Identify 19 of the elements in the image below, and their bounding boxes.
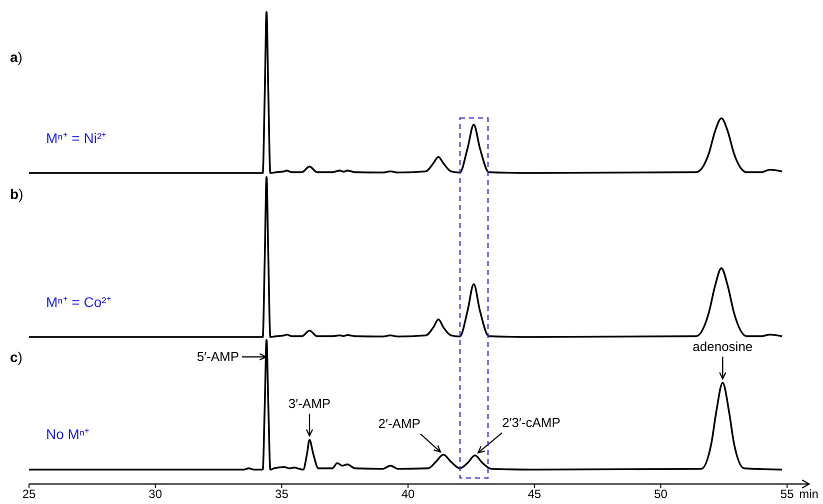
annotation: 2′-AMP — [378, 416, 420, 431]
x-tick-label: 55 — [780, 487, 794, 501]
annotation: Mⁿ⁺ = Co²⁺ — [46, 294, 112, 310]
annotation: adenosine — [692, 338, 753, 354]
x-tick-label: 45 — [528, 487, 542, 501]
annotation: Mⁿ⁺ = Ni²⁺ — [46, 130, 107, 146]
text: b) — [10, 186, 24, 202]
text: a) — [10, 49, 22, 65]
text: c) — [10, 349, 22, 365]
x-axis-title: min — [799, 487, 818, 501]
x-tick-label: 50 — [654, 487, 668, 501]
x-tick-label: 40 — [401, 487, 416, 501]
annotation: 5′-AMP — [196, 348, 240, 364]
annotation: No Mⁿ⁺ — [46, 426, 90, 442]
x-tick-label: 25 — [22, 487, 36, 501]
annotation: 2′3′-cAMP — [502, 414, 560, 430]
x-tick-label: 30 — [148, 487, 162, 501]
annotation: 3′-AMP — [288, 396, 331, 411]
x-tick-label: 35 — [275, 487, 289, 501]
